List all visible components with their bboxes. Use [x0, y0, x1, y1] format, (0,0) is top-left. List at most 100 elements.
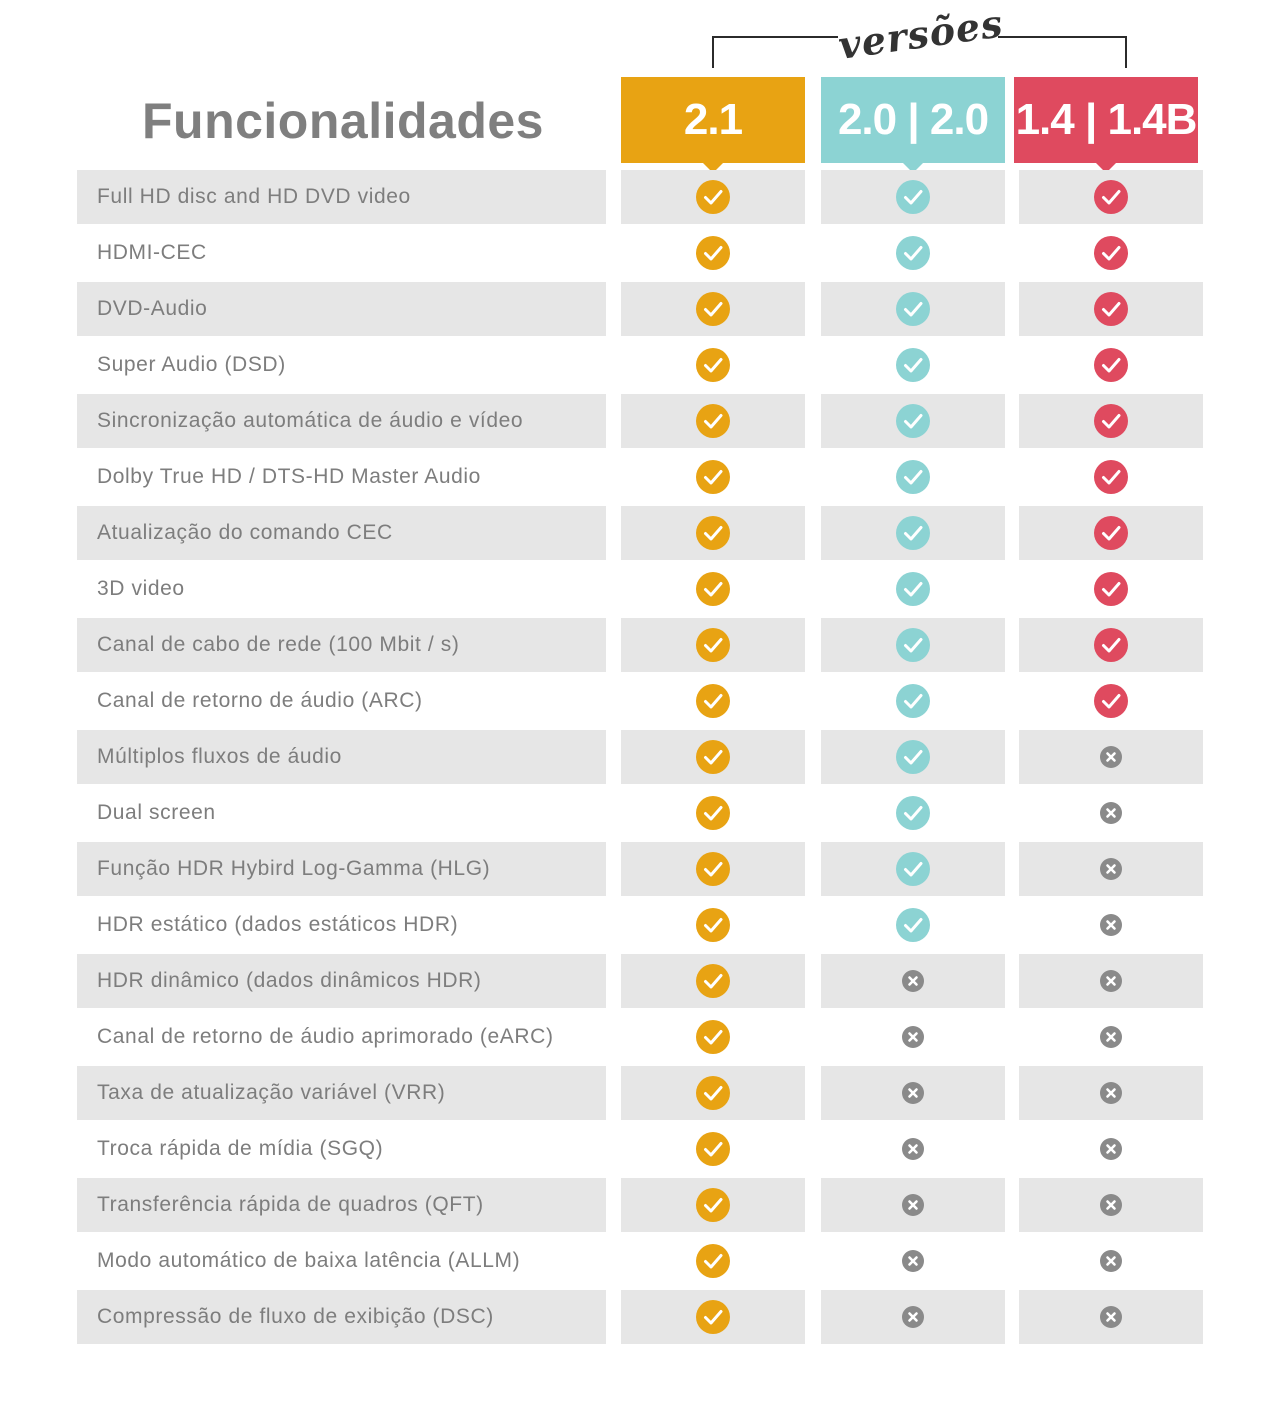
page-title: Funcionalidades: [141, 93, 544, 149]
check-icon: [696, 684, 730, 718]
check-icon: [696, 572, 730, 606]
table-row: HDR dinâmico (dados dinâmicos HDR): [0, 954, 1280, 1008]
check-icon: [896, 796, 930, 830]
support-cell: [821, 1234, 1005, 1288]
cross-icon: [902, 1194, 924, 1216]
check-icon: [696, 1132, 730, 1166]
check-icon: [896, 348, 930, 382]
check-icon: [696, 180, 730, 214]
version-header-2-0: 2.0 | 2.0: [821, 77, 1005, 173]
check-icon: [1094, 236, 1128, 270]
support-cell: [621, 898, 805, 952]
support-cell: [1019, 1234, 1203, 1288]
support-cell: [1019, 842, 1203, 896]
support-cell: [1019, 506, 1203, 560]
check-icon: [696, 796, 730, 830]
cross-icon: [1100, 1138, 1122, 1160]
feature-label: Função HDR Hybird Log-Gamma (HLG): [77, 842, 606, 896]
support-cell: [821, 1122, 1005, 1176]
feature-label: Transferência rápida de quadros (QFT): [77, 1178, 606, 1232]
support-cell: [821, 1178, 1005, 1232]
version-label: 1.4 | 1.4B: [1015, 95, 1198, 144]
check-icon: [896, 852, 930, 886]
support-cell: [621, 1234, 805, 1288]
support-cell: [1019, 1066, 1203, 1120]
cross-icon: [902, 1306, 924, 1328]
support-cell: [1019, 226, 1203, 280]
check-icon: [696, 516, 730, 550]
support-cell: [821, 226, 1005, 280]
version-header-2-1: 2.1: [621, 77, 805, 173]
support-cell: [821, 282, 1005, 336]
feature-label: 3D video: [97, 577, 185, 600]
table-row: Atualização do comando CEC: [0, 506, 1280, 560]
support-cell: [621, 226, 805, 280]
check-icon: [696, 1244, 730, 1278]
check-icon: [896, 740, 930, 774]
feature-label: Atualização do comando CEC: [77, 506, 606, 560]
check-icon: [696, 236, 730, 270]
feature-label: Troca rápida de mídia (SGQ): [97, 1137, 384, 1160]
support-cell: [621, 1290, 805, 1344]
support-cell: [821, 674, 1005, 728]
pointer-arrow: [902, 162, 924, 173]
support-cell: [821, 170, 1005, 224]
support-cell: [1019, 954, 1203, 1008]
support-cell: [1019, 1010, 1203, 1064]
table-row: Canal de cabo de rede (100 Mbit / s): [0, 618, 1280, 672]
feature-label: Dual screen: [97, 801, 216, 824]
check-icon: [896, 236, 930, 270]
support-cell: [621, 786, 805, 840]
table-row: Modo automático de baixa latência (ALLM): [0, 1234, 1280, 1288]
pointer-arrow: [702, 162, 724, 173]
support-cell: [821, 562, 1005, 616]
table-row: Canal de retorno de áudio (ARC): [0, 674, 1280, 728]
check-icon: [1094, 572, 1128, 606]
support-cell: [621, 170, 805, 224]
support-cell: [621, 618, 805, 672]
check-icon: [1094, 516, 1128, 550]
check-icon: [696, 1076, 730, 1110]
feature-label: Taxa de atualização variável (VRR): [77, 1066, 606, 1120]
support-cell: [821, 786, 1005, 840]
feature-label: Compressão de fluxo de exibição (DSC): [77, 1290, 606, 1344]
check-icon: [1094, 628, 1128, 662]
support-cell: [1019, 730, 1203, 784]
support-cell: [1019, 394, 1203, 448]
check-icon: [696, 292, 730, 326]
support-cell: [621, 282, 805, 336]
check-icon: [896, 404, 930, 438]
support-cell: [821, 394, 1005, 448]
support-cell: [821, 898, 1005, 952]
feature-label: Dolby True HD / DTS-HD Master Audio: [97, 465, 481, 488]
table-row: 3D video: [0, 562, 1280, 616]
cross-icon: [1100, 746, 1122, 768]
support-cell: [1019, 1122, 1203, 1176]
cross-icon: [902, 1138, 924, 1160]
check-icon: [1094, 684, 1128, 718]
support-cell: [1019, 786, 1203, 840]
support-cell: [821, 730, 1005, 784]
cross-icon: [902, 970, 924, 992]
table-row: Múltiplos fluxos de áudio: [0, 730, 1280, 784]
table-row: HDR estático (dados estáticos HDR): [0, 898, 1280, 952]
feature-label: DVD-Audio: [77, 282, 606, 336]
check-icon: [896, 908, 930, 942]
check-icon: [696, 1020, 730, 1054]
table-row: Taxa de atualização variável (VRR): [0, 1066, 1280, 1120]
cross-icon: [1100, 1082, 1122, 1104]
cross-icon: [1100, 1194, 1122, 1216]
support-cell: [1019, 1178, 1203, 1232]
check-icon: [896, 516, 930, 550]
support-cell: [821, 338, 1005, 392]
feature-label: HDMI-CEC: [97, 241, 207, 264]
version-header-1-4: 1.4 | 1.4B: [1014, 77, 1198, 173]
support-cell: [1019, 338, 1203, 392]
support-cell: [821, 842, 1005, 896]
support-cell: [621, 338, 805, 392]
support-cell: [821, 618, 1005, 672]
check-icon: [896, 684, 930, 718]
check-icon: [696, 348, 730, 382]
support-cell: [621, 394, 805, 448]
pointer-arrow: [1095, 162, 1117, 173]
